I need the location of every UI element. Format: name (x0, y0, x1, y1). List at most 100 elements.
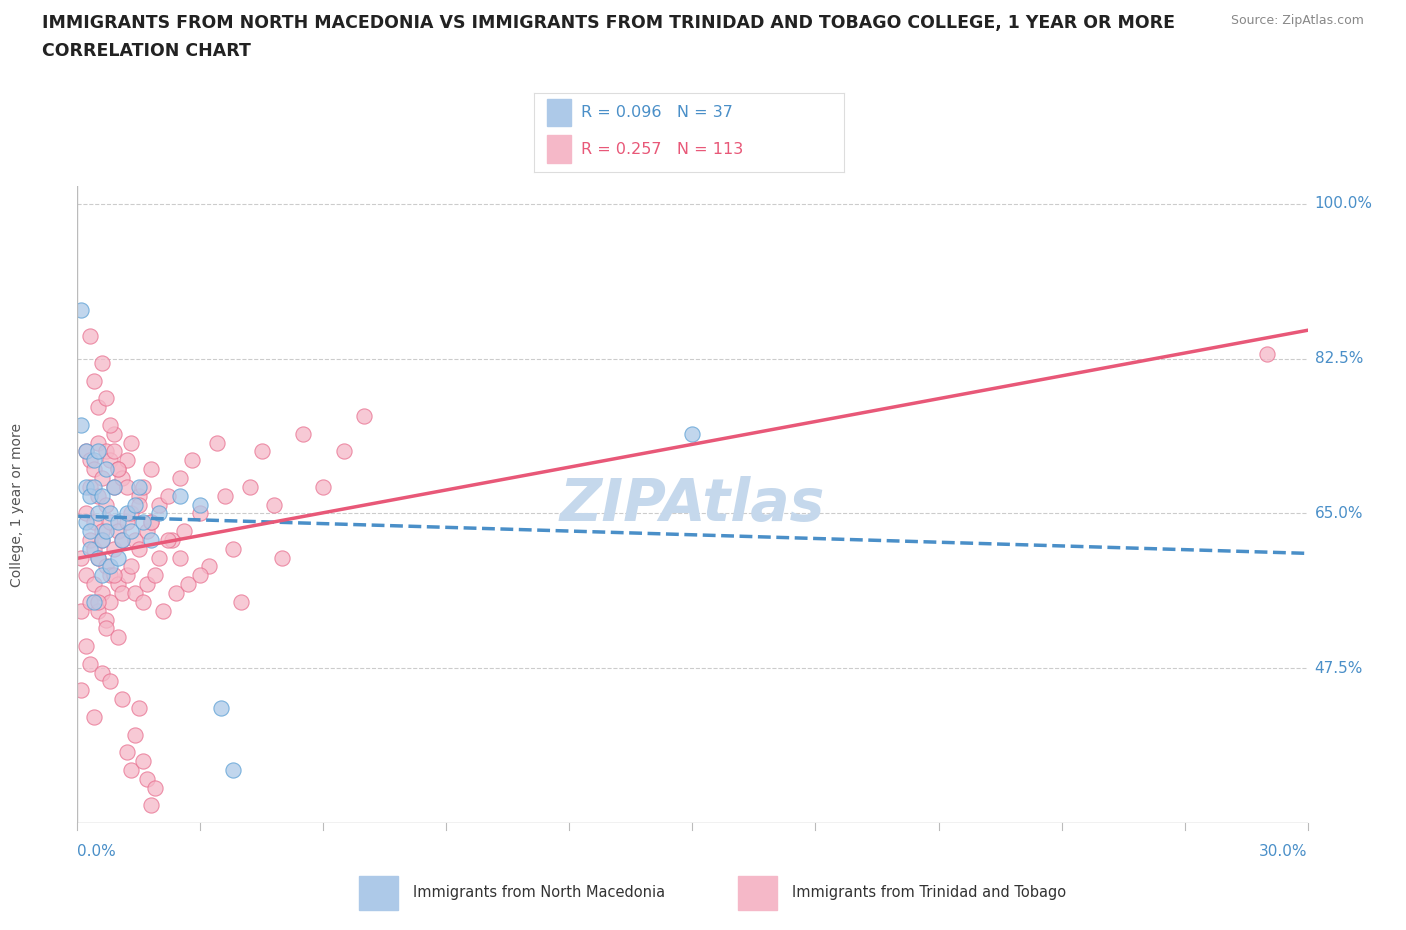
Point (177, 577, 200, 591)
Point (263, 497, 285, 512)
Point (87, 506, 110, 521)
Point (197, 559, 219, 574)
Point (156, 533, 179, 548)
Point (141, 798, 163, 813)
Point (141, 515, 163, 530)
Point (160, 533, 183, 548)
Point (83, 710, 105, 724)
Point (70, 683, 93, 698)
Point (141, 533, 163, 548)
Point (83, 541, 105, 556)
Point (75, 515, 97, 530)
Point (115, 479, 138, 494)
Point (156, 488, 179, 503)
Point (107, 577, 129, 591)
Point (90, 665, 114, 680)
Point (107, 524, 129, 538)
Point (83, 461, 105, 476)
Point (169, 551, 191, 565)
Point (90, 533, 114, 548)
Point (136, 771, 159, 786)
Point (87, 594, 110, 609)
Point (94, 391, 117, 405)
Point (90, 586, 114, 601)
Point (70, 604, 93, 618)
Point (132, 753, 155, 768)
Text: 30.0%: 30.0% (1260, 844, 1308, 858)
Point (75, 506, 97, 521)
Point (148, 506, 170, 521)
Point (98, 568, 121, 583)
Point (98, 559, 121, 574)
Point (141, 461, 163, 476)
Point (83, 373, 105, 388)
Point (87, 551, 110, 565)
Point (136, 577, 159, 591)
Point (132, 594, 155, 609)
Point (353, 408, 375, 423)
Point (98, 594, 121, 609)
Point (143, 568, 166, 583)
Point (94, 444, 117, 458)
Point (111, 692, 134, 707)
Point (111, 533, 134, 548)
Point (271, 551, 294, 565)
Text: R = 0.257   N = 113: R = 0.257 N = 113 (581, 142, 742, 157)
Point (188, 497, 212, 512)
Point (120, 524, 142, 538)
Point (90, 471, 114, 485)
Point (115, 506, 138, 521)
Point (98, 453, 121, 468)
Point (87, 604, 110, 618)
Point (75, 639, 97, 654)
Point (115, 745, 138, 760)
Point (136, 524, 159, 538)
Point (79, 657, 101, 671)
Point (291, 426, 314, 441)
Point (115, 568, 138, 583)
Text: 47.5%: 47.5% (1315, 660, 1362, 676)
Point (70, 302, 93, 317)
Point (94, 559, 117, 574)
Text: 82.5%: 82.5% (1315, 351, 1362, 366)
Point (124, 586, 146, 601)
Bar (547, 135, 571, 163)
Point (148, 497, 170, 512)
Point (75, 568, 97, 583)
Point (124, 497, 146, 512)
Point (79, 533, 101, 548)
Text: 100.0%: 100.0% (1315, 196, 1372, 211)
Text: Immigrants from North Macedonia: Immigrants from North Macedonia (413, 885, 665, 900)
Point (103, 479, 125, 494)
Point (214, 488, 236, 503)
Point (94, 497, 117, 512)
Point (107, 461, 129, 476)
Point (111, 533, 134, 548)
Point (239, 479, 262, 494)
Point (120, 506, 142, 521)
Point (169, 471, 191, 485)
Point (94, 621, 117, 636)
Point (90, 524, 114, 538)
Point (152, 604, 174, 618)
Point (83, 479, 105, 494)
Point (111, 471, 134, 485)
Point (103, 568, 125, 583)
Point (333, 444, 356, 458)
Point (1256, 347, 1278, 362)
Point (107, 461, 129, 476)
Bar (360, 876, 398, 910)
Point (75, 444, 97, 458)
Point (79, 594, 101, 609)
Point (128, 497, 150, 512)
Point (79, 453, 101, 468)
Point (75, 479, 97, 494)
Point (79, 488, 101, 503)
Point (148, 551, 170, 565)
Point (682, 426, 704, 441)
Point (83, 594, 105, 609)
Point (312, 479, 335, 494)
Point (165, 586, 187, 601)
Point (205, 435, 228, 450)
Point (87, 400, 110, 415)
